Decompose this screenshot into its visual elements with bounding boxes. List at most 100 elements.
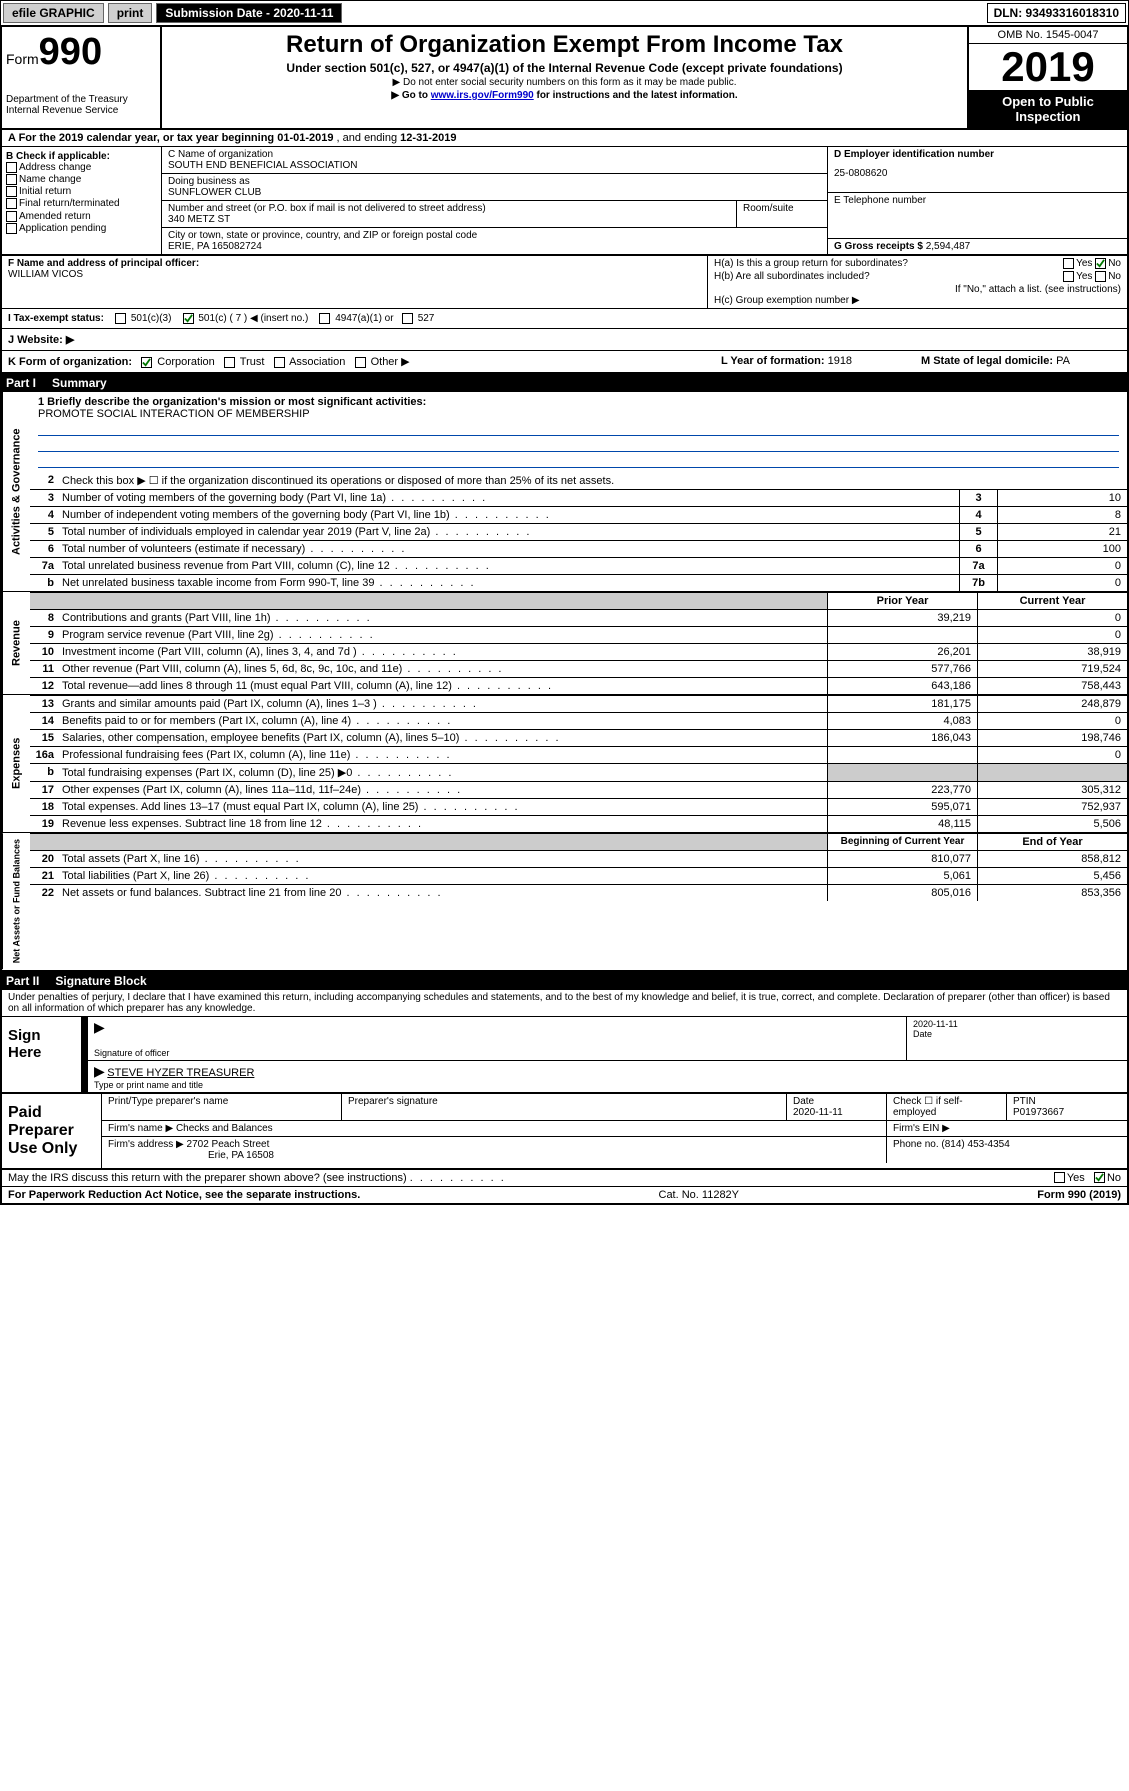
hb-no-cb[interactable] — [1095, 271, 1106, 282]
paid-preparer-label: Paid Preparer Use Only — [2, 1094, 102, 1168]
link-post: for instructions and the latest informat… — [534, 90, 738, 101]
irs-yes: Yes — [1067, 1172, 1085, 1184]
vlabel-net: Net Assets or Fund Balances — [2, 833, 30, 969]
firm-ein-label: Firm's EIN ▶ — [887, 1121, 1127, 1136]
financial-row: 12Total revenue—add lines 8 through 11 (… — [30, 677, 1127, 694]
k-other: Other ▶ — [371, 356, 410, 368]
header-right: OMB No. 1545-0047 2019 Open to Public In… — [967, 27, 1127, 128]
ha-no-cb[interactable] — [1095, 258, 1106, 269]
firm-addr2: Erie, PA 16508 — [108, 1150, 880, 1161]
form-number: 990 — [39, 31, 102, 73]
irs-no: No — [1107, 1172, 1121, 1184]
vlabel-exp: Expenses — [2, 695, 30, 832]
col-c: C Name of organization SOUTH END BENEFIC… — [162, 147, 827, 254]
ptin-label: PTIN — [1013, 1096, 1121, 1107]
form-note-ssn: ▶ Do not enter social security numbers o… — [166, 77, 963, 88]
footer-row: For Paperwork Reduction Act Notice, see … — [0, 1187, 1129, 1205]
mission: 1 Briefly describe the organization's mi… — [30, 392, 1127, 472]
cb-other[interactable] — [355, 357, 366, 368]
k-trust: Trust — [240, 356, 265, 368]
year-formation: 1918 — [828, 355, 852, 367]
period-start: 01-01-2019 — [277, 132, 333, 144]
rev-block: Revenue Prior Year Current Year 8Contrib… — [0, 592, 1129, 695]
cb-application-pending[interactable]: Application pending — [6, 223, 157, 234]
c-city-label: City or town, state or province, country… — [168, 230, 821, 241]
net-block: Net Assets or Fund Balances Beginning of… — [0, 833, 1129, 971]
exp-block: Expenses 13Grants and similar amounts pa… — [0, 695, 1129, 833]
sig-label: Signature of officer — [94, 1048, 900, 1058]
firm-name-label: Firm's name ▶ — [108, 1123, 173, 1134]
gov-row: 2Check this box ▶ ☐ if the organization … — [30, 472, 1127, 489]
financial-row: 13Grants and similar amounts paid (Part … — [30, 695, 1127, 712]
tax-year: 2019 — [969, 44, 1127, 90]
form-title: Return of Organization Exempt From Incom… — [166, 31, 963, 59]
hb-yes-cb[interactable] — [1063, 271, 1074, 282]
ein: 25-0808620 — [834, 168, 1121, 179]
link-pre: ▶ Go to — [391, 90, 430, 101]
cb-501c3[interactable] — [115, 313, 126, 324]
irs-link[interactable]: www.irs.gov/Form990 — [431, 90, 534, 101]
m-label: M State of legal domicile: — [921, 355, 1053, 367]
part2-header: Part II Signature Block — [0, 972, 1129, 990]
cb-527[interactable] — [402, 313, 413, 324]
cb-address-change[interactable]: Address change — [6, 162, 157, 173]
org-city: ERIE, PA 165082724 — [168, 241, 821, 252]
k-assoc: Association — [289, 356, 345, 368]
print-button[interactable]: print — [108, 3, 153, 23]
l-label: L Year of formation: — [721, 355, 825, 367]
cat-no: Cat. No. 11282Y — [659, 1189, 740, 1201]
ha-no: No — [1108, 258, 1121, 269]
cb-corporation[interactable] — [141, 357, 152, 368]
mission-text: PROMOTE SOCIAL INTERACTION OF MEMBERSHIP — [38, 408, 1119, 420]
period-pre: A For the 2019 calendar year, or tax yea… — [8, 132, 277, 144]
financial-row: 21Total liabilities (Part X, line 26)5,0… — [30, 867, 1127, 884]
begin-year-header: Beginning of Current Year — [827, 834, 977, 850]
paid-block: Paid Preparer Use Only Print/Type prepar… — [0, 1094, 1129, 1170]
gov-row: 5Total number of individuals employed in… — [30, 523, 1127, 540]
state-domicile: PA — [1056, 355, 1070, 367]
cb-501c[interactable] — [183, 313, 194, 324]
part2-title: Signature Block — [55, 974, 146, 988]
527-label: 527 — [418, 313, 435, 324]
501c-pre: 501(c) ( — [198, 313, 235, 324]
net-header-row: Beginning of Current Year End of Year — [30, 833, 1127, 850]
financial-row: bTotal fundraising expenses (Part IX, co… — [30, 763, 1127, 781]
col-f: F Name and address of principal officer:… — [2, 256, 707, 308]
part1-header: Part I Summary — [0, 374, 1129, 392]
cb-trust[interactable] — [224, 357, 235, 368]
g-label: G Gross receipts $ — [834, 241, 923, 252]
col-h: H(a) Is this a group return for subordin… — [707, 256, 1127, 308]
cb-amended-return[interactable]: Amended return — [6, 211, 157, 222]
irs-no-cb[interactable] — [1094, 1172, 1105, 1183]
header-center: Return of Organization Exempt From Incom… — [162, 27, 967, 128]
financial-row: 10Investment income (Part VIII, column (… — [30, 643, 1127, 660]
gov-row: 7aTotal unrelated business revenue from … — [30, 557, 1127, 574]
cb-name-change[interactable]: Name change — [6, 174, 157, 185]
sign-here-label: Sign Here — [2, 1017, 82, 1092]
c-dba-label: Doing business as — [168, 176, 821, 187]
cb-4947[interactable] — [319, 313, 330, 324]
ha-yes-cb[interactable] — [1063, 258, 1074, 269]
irs-yes-cb[interactable] — [1054, 1172, 1065, 1183]
col-deg: D Employer identification number 25-0808… — [827, 147, 1127, 254]
self-employed-label: Check ☐ if self-employed — [887, 1094, 1007, 1120]
i-label: I Tax-exempt status: — [8, 313, 104, 324]
efile-button[interactable]: efile GRAPHIC — [3, 3, 104, 23]
firm-name: Checks and Balances — [176, 1123, 273, 1134]
submission-date: Submission Date - 2020-11-11 — [156, 3, 342, 23]
form-subtitle: Under section 501(c), 527, or 4947(a)(1)… — [166, 61, 963, 75]
cb-final-return[interactable]: Final return/terminated — [6, 198, 157, 209]
financial-row: 9Program service revenue (Part VIII, lin… — [30, 626, 1127, 643]
j-label: J Website: ▶ — [8, 334, 74, 346]
prep-date-label: Date — [793, 1096, 880, 1107]
cb-association[interactable] — [274, 357, 285, 368]
b-label: B Check if applicable: — [6, 151, 110, 162]
cb-initial-return[interactable]: Initial return — [6, 186, 157, 197]
top-bar: efile GRAPHIC print Submission Date - 20… — [0, 0, 1129, 26]
irs-discuss-q: May the IRS discuss this return with the… — [8, 1172, 407, 1184]
period-end: 12-31-2019 — [400, 132, 456, 144]
dln: DLN: 93493316018310 — [987, 3, 1126, 23]
financial-row: 8Contributions and grants (Part VIII, li… — [30, 609, 1127, 626]
prep-date: 2020-11-11 — [793, 1107, 880, 1118]
gov-row: bNet unrelated business taxable income f… — [30, 574, 1127, 591]
